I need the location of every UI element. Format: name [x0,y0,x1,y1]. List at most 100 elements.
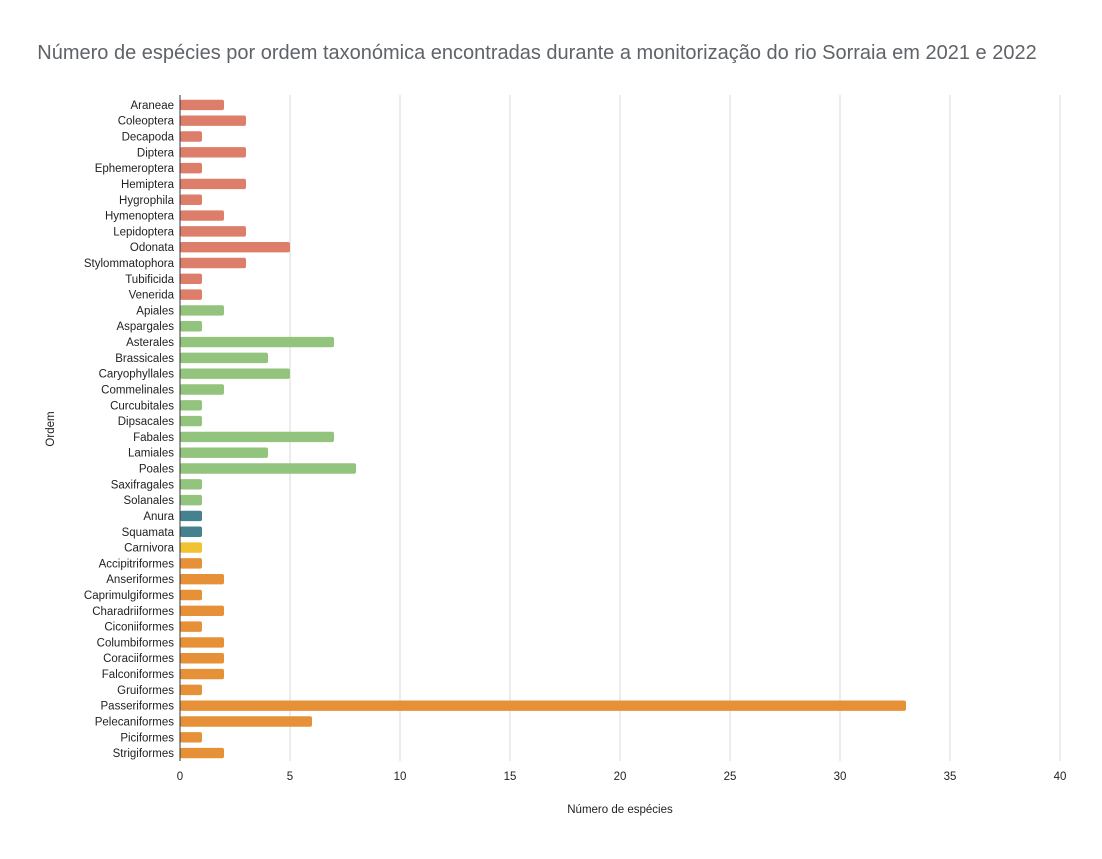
bar-pelecaniformes[interactable] [180,716,312,727]
y-axis-label: Ordem [45,411,57,446]
y-tick-label: Saxifragales [111,479,175,491]
bar-aspargales[interactable] [180,321,202,332]
y-tick-label: Falconiformes [102,669,174,681]
y-tick-label: Brassicales [115,353,174,365]
bar-anura[interactable] [180,510,202,522]
bar-hemiptera[interactable] [180,178,246,190]
bar-carnivora[interactable] [180,542,202,553]
y-tick-label: Anura [143,511,174,523]
bar-strigiformes[interactable] [180,747,224,759]
bar-coraciiformes[interactable] [180,653,224,664]
bar-caryophyllales[interactable] [180,368,290,379]
y-tick-label: Odonata [130,242,175,254]
y-tick-label: Solanales [123,495,174,507]
y-tick-label: Coleoptera [118,116,175,128]
y-tick-label: Asterales [126,337,174,349]
x-axis-label: Número de espécies [567,804,673,816]
bar-hygrophila[interactable] [180,194,202,205]
bar-hymenoptera[interactable] [180,210,224,221]
bar-columbiformes[interactable] [180,637,224,648]
bar-charadriiformes[interactable] [180,605,224,617]
y-tick-label: Curcubitales [110,400,174,412]
x-tick-label: 5 [287,771,293,783]
x-tick-label: 15 [504,771,517,783]
x-tick-label: 25 [724,771,737,783]
bar-solanales[interactable] [180,494,202,506]
y-tick-label: Passeriformes [101,701,175,713]
y-tick-label: Anseriformes [106,574,174,586]
x-tick-label: 10 [394,771,407,783]
bar-decapoda[interactable] [180,131,202,142]
bar-dipsacales[interactable] [180,415,202,427]
y-tick-label: Araneae [131,100,174,112]
bar-tubificida[interactable] [180,273,202,285]
x-tick-label: 35 [944,771,957,783]
y-tick-label: Venerida [129,290,175,302]
y-tick-label: Poales [139,464,174,476]
bar-poales[interactable] [180,463,356,474]
y-tick-label: Caryophyllales [99,369,175,381]
bar-lepidoptera[interactable] [180,226,246,237]
x-tick-label: 30 [834,771,847,783]
y-tick-labels: Araneae Coleoptera Decapoda Diptera Ephemero… [84,100,175,760]
y-tick-label: Aspargales [116,321,174,333]
x-tick-labels: 0 5 10 15 20 25 30 35 40 [177,771,1067,783]
x-tick-label: 0 [177,771,183,783]
x-tick-label: 20 [614,771,627,783]
y-tick-label: Columbiformes [97,637,175,649]
y-tick-label: Ciconiiformes [104,622,174,634]
y-tick-label: Fabales [133,432,174,444]
bar-piciformes[interactable] [180,732,202,743]
y-tick-label: Dipsacales [118,416,174,428]
bar-anseriformes[interactable] [180,573,224,585]
y-tick-label: Strigiformes [113,748,175,760]
bar-coleoptera[interactable] [180,115,246,126]
bar-saxifragales[interactable] [180,479,202,490]
bar-fabales[interactable] [180,431,334,443]
y-tick-label: Stylommatophora [84,258,175,270]
bar-araneae[interactable] [180,99,224,111]
bar-commelinales[interactable] [180,384,224,395]
bar-lamiales[interactable] [180,447,268,458]
y-tick-label: Ephemeroptera [95,163,175,175]
bar-falconiformes[interactable] [180,668,224,680]
y-tick-label: Gruiformes [117,685,174,697]
y-tick-label: Diptera [137,147,175,159]
y-tick-label: Caprimulgiformes [84,590,174,602]
bar-caprimulgiformes[interactable] [180,589,202,601]
bar-curcubitales[interactable] [180,400,202,411]
y-tick-label: Apiales [136,305,174,317]
bar-asterales[interactable] [180,336,334,348]
bars [180,99,906,759]
y-tick-label: Hygrophila [119,195,175,207]
bar-stylommatophora[interactable] [180,257,246,269]
y-tick-label: Decapoda [122,132,175,144]
y-tick-label: Hemiptera [121,179,175,191]
bar-brassicales[interactable] [180,352,268,364]
y-tick-label: Coraciiformes [103,653,174,665]
y-tick-label: Commelinales [101,384,174,396]
bar-venerida[interactable] [180,289,202,300]
bar-odonata[interactable] [180,241,290,253]
y-tick-label: Carnivora [124,543,174,555]
y-tick-label: Squamata [122,527,175,539]
y-tick-label: Accipitriformes [99,558,175,570]
y-tick-label: Hymenoptera [105,211,175,223]
gridlines [289,95,1061,761]
bar-gruiformes[interactable] [180,684,202,696]
bar-apiales[interactable] [180,305,224,316]
bar-ciconiiformes[interactable] [180,621,202,632]
bar-ephemeroptera[interactable] [180,162,202,174]
bar-squamata[interactable] [180,526,202,537]
y-tick-label: Pelecaniformes [95,716,175,728]
bar-diptera[interactable] [180,147,246,158]
y-tick-label: Lepidoptera [113,226,174,238]
y-tick-label: Piciformes [120,732,174,744]
x-tick-label: 40 [1054,771,1067,783]
y-tick-label: Lamiales [128,448,174,460]
bar-accipitriformes[interactable] [180,558,202,569]
bar-passeriformes[interactable] [180,700,906,711]
chart-title: Número de espécies por ordem taxonómica … [37,42,1037,64]
y-tick-label: Tubificida [125,274,174,286]
